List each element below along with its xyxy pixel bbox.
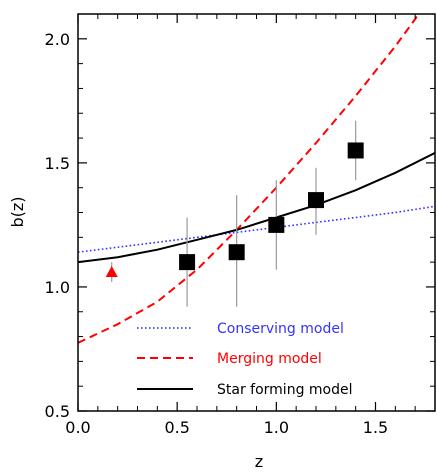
x-tick-label: 1.5 [363,418,388,437]
x-tick-label: 1.0 [264,418,289,437]
y-axis-label: b(z) [8,196,27,227]
legend-label: Star forming model [217,382,353,398]
y-tick-label: 0.5 [45,402,70,421]
series-line [78,205,435,253]
x-tick-label: 0.0 [65,418,90,437]
data-point-square [228,244,245,261]
legend: Conserving model Merging model Star formin… [137,321,353,398]
y-tick-label: 1.5 [45,154,70,173]
series-line [78,14,420,344]
y-tick-label: 2.0 [45,30,70,49]
data-point-triangle [105,266,118,278]
data-point-square [268,216,285,233]
data-point-square [347,142,364,159]
data-points [105,120,364,307]
data-point-square [179,254,196,271]
data-point-square [308,192,324,209]
legend-label: Merging model [217,351,322,367]
x-tick-label: 0.5 [164,418,189,437]
legend-label: Conserving model [217,321,344,337]
axes: 0.0 0.5 1.0 1.50.51.01.52.0 [45,14,435,437]
x-axis-label: z [255,452,263,471]
series-line [78,152,435,264]
y-tick-label: 1.0 [45,278,70,297]
model-curves [78,14,435,344]
